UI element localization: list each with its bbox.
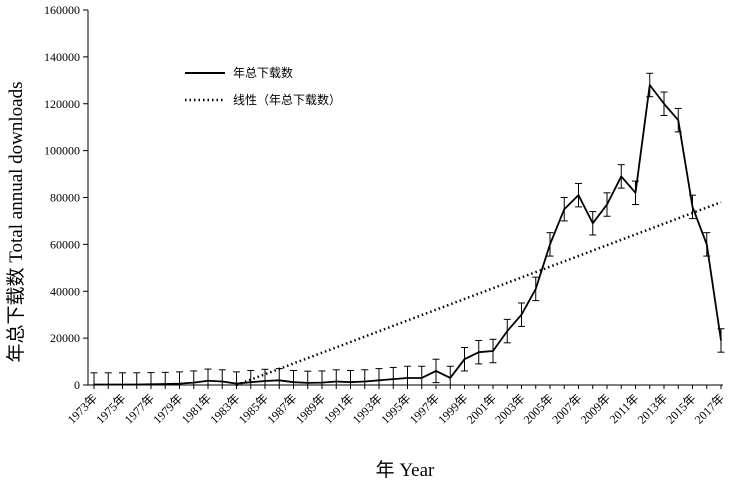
legend-label-total: 年总下载数	[233, 65, 293, 80]
x-tick-label: 1981年	[179, 391, 214, 426]
x-tick-label: 1975年	[93, 391, 128, 426]
x-tick-label: 2007年	[549, 391, 584, 426]
x-axis-title: 年 Year	[376, 459, 435, 481]
series-layer	[94, 84, 722, 387]
x-tick-label: 2009年	[578, 391, 613, 426]
x-tick-label: 1977年	[122, 391, 157, 426]
x-tick-label: 1985年	[236, 391, 271, 426]
y-axis-title: 年总下载数 Total annual downloads	[5, 82, 27, 363]
y-tick-label: 100000	[44, 144, 80, 158]
x-tick-label: 2001年	[464, 391, 499, 426]
x-tick-label: 2017年	[692, 391, 727, 426]
y-axis-ticks: 0 20000 40000 60000 80000 100000 120000 140000 1…	[44, 3, 88, 392]
x-axis-ticks: 1973年1975年1977年1979年1981年1983年1985年1987年…	[65, 385, 727, 427]
y-tick-label: 120000	[44, 97, 80, 111]
y-tick-label: 160000	[44, 3, 80, 17]
x-tick-label: 2013年	[635, 391, 670, 426]
x-tick-label: 1999年	[435, 391, 470, 426]
x-tick-label: 1983年	[207, 391, 242, 426]
x-tick-label: 1979年	[150, 391, 185, 426]
y-tick-label: 80000	[50, 191, 80, 205]
series-line-total-downloads	[94, 84, 722, 386]
x-tick-label: 2005年	[521, 391, 556, 426]
x-tick-label: 2015年	[663, 391, 698, 426]
error-bars	[90, 72, 725, 386]
y-tick-label: 40000	[50, 284, 80, 298]
x-tick-label: 1987年	[264, 391, 299, 426]
x-tick-label: 1989年	[293, 391, 328, 426]
x-tick-label: 2011年	[607, 391, 642, 426]
series-line-linear-trend	[236, 201, 722, 387]
x-tick-label: 2003年	[492, 391, 527, 426]
legend-label-linear-trend: 线性（年总下载数）	[233, 92, 341, 107]
x-tick-label: 1993年	[350, 391, 385, 426]
y-tick-label: 20000	[50, 331, 80, 345]
y-tick-label: 0	[74, 378, 80, 392]
x-tick-label: 1991年	[321, 391, 356, 426]
x-tick-label: 1973年	[65, 391, 100, 426]
x-tick-label: 1997年	[407, 391, 442, 426]
y-tick-label: 140000	[44, 50, 80, 64]
x-tick-label: 1995年	[378, 391, 413, 426]
y-tick-label: 60000	[50, 237, 80, 251]
chart-legend: 年总下载数 线性（年总下载数）	[185, 65, 341, 107]
